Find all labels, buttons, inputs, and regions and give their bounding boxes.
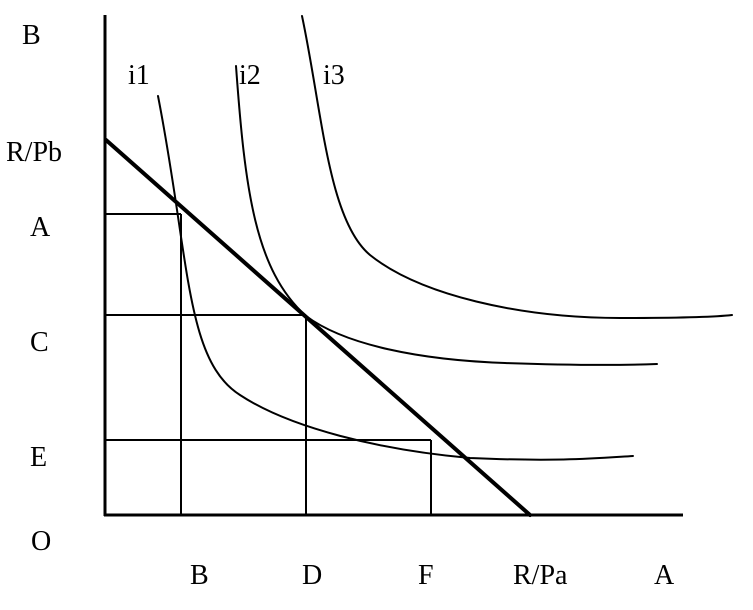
x-label-b: B bbox=[190, 560, 209, 591]
curve-label-i2: i2 bbox=[239, 60, 261, 91]
x-axis-label: A bbox=[654, 560, 675, 591]
curve-label-i1: i1 bbox=[128, 60, 150, 91]
y-label-c: C bbox=[30, 327, 49, 358]
origin-label: O bbox=[31, 526, 51, 557]
indifference-curve-i1 bbox=[158, 96, 633, 460]
indifference-curve-i3 bbox=[302, 16, 732, 318]
curve-label-i3: i3 bbox=[323, 60, 345, 91]
x-label-d: D bbox=[302, 560, 322, 591]
indifference-curve-i2 bbox=[236, 66, 657, 365]
y-axis-label: B bbox=[22, 20, 41, 51]
x-label-f: F bbox=[418, 560, 434, 591]
y-label-e: E bbox=[30, 442, 47, 473]
x-label-r-pa: R/Pa bbox=[513, 560, 568, 591]
budget-line bbox=[106, 140, 530, 515]
y-label-a: A bbox=[30, 212, 51, 243]
y-label-r-pb: R/Pb bbox=[6, 137, 62, 168]
